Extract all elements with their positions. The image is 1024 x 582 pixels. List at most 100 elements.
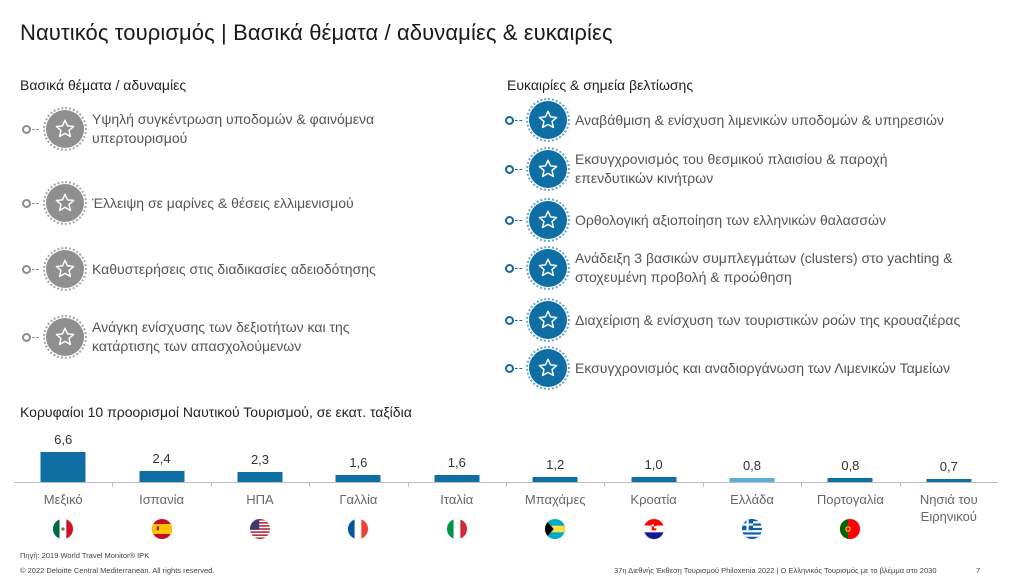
opportunity-item: Εκσυγχρονισμός και αναδιοργάνωση των Λιμ… [505,346,950,390]
bar [729,478,775,482]
axis-tick [506,482,507,487]
connector-icon [505,214,529,226]
item-line-2: επενδυτικών κινήτρων [575,170,714,186]
bar-value-label: 6,6 [54,432,73,447]
bar [335,474,381,482]
bar-chart: 6,6 Μεξικό 2,4 Ισπανία 2,3 ΗΠΑ 1,6 Γαλλία 1,6 Ιτα… [14,425,998,545]
item-text: Καθυστερήσεις στις διαδικασίες αδειοδότη… [92,260,376,279]
axis-tick [604,482,606,487]
item-text: Ανάγκη ενίσχυσης των δεξιοτήτων και της κ… [92,318,350,356]
category-label: Μπαχάμες [524,492,586,507]
bar-value-label: 1,2 [546,456,565,472]
opportunity-item: Εκσυγχρονισμός του θεσμικού πλαισίου & π… [505,147,888,191]
opportunity-item: Ορθολογική αξιοποίηση των ελληνικών θαλα… [505,198,886,242]
connector-icon [505,163,529,175]
star-icon [43,315,87,359]
category-label: ΗΠΑ [246,492,274,507]
event-footer: 37η Διεθνής Έκθεση Τουρισμού Philoxenia … [614,566,937,575]
star-icon [43,247,87,291]
axis-tick [407,482,409,487]
item-line-1: Εκσυγχρονισμός και αναδιοργάνωση των Λιμ… [575,359,951,376]
bar [139,471,185,482]
bahamas-flag-icon [545,519,566,539]
star-icon [526,346,570,390]
bar-value-label: 0,8 [742,458,762,474]
bar-value-label: 0,7 [939,458,958,474]
item-line-1: Ορθολογική αξιοποίηση των ελληνικών θαλα… [575,211,886,228]
star-icon [526,246,570,290]
axis-tick [210,482,212,487]
bar-value-label: 2,4 [152,451,171,467]
category-label: Ισπανία [139,492,184,507]
item-line-1: Ανάγκη ενίσχυσης των δεξιοτήτων και της [92,319,350,335]
item-text: Αναβάθμιση & ενίσχυση λιμενικών υποδομών… [575,111,944,130]
item-line-1: Υψηλή συγκέντρωση υποδομών & φαινόμενα [92,111,375,127]
category-label: Γαλλία [339,492,378,507]
axis-tick [801,482,803,487]
axis-tick [899,482,901,487]
item-line-1: Καθυστερήσεις στις διαδικασίες αδειοδότη… [92,260,376,277]
opportunity-item: Αναβάθμιση & ενίσχυση λιμενικών υποδομών… [505,98,944,142]
bar [827,478,873,482]
item-text: Εκσυγχρονισμός και αναδιοργάνωση των Λιμ… [575,359,950,378]
opportunity-item: Διαχείριση & ενίσχυση των τουριστικών ρο… [505,298,960,342]
connector-icon [22,197,46,209]
source-note: Πηγή: 2019 World Travel Monitor® IPK [20,551,150,560]
copyright-note: © 2022 Deloitte Central Mediterranean. A… [20,566,215,575]
bar [434,474,480,482]
opportunities-heading: Ευκαιρίες & σημεία βελτίωσης [507,77,694,93]
weakness-item: Καθυστερήσεις στις διαδικασίες αδειοδότη… [22,247,376,291]
item-text: Ανάδειξη 3 βασικών συμπλεγμάτων (cluster… [575,249,953,287]
opportunity-item: Ανάδειξη 3 βασικών συμπλεγμάτων (cluster… [505,246,953,290]
mexico-flag-icon [53,519,74,539]
category-label: Ιταλία [440,492,474,507]
connector-icon [22,263,46,275]
portugal-flag-icon [840,519,861,539]
connector-icon [505,262,529,274]
item-text: Διαχείριση & ενίσχυση των τουριστικών ρο… [575,311,960,330]
axis-tick [112,482,114,487]
croatia-flag-icon [643,519,664,539]
italy-flag-icon [446,519,467,539]
axis-tick [702,482,704,487]
greece-flag-icon [741,519,762,539]
connector-icon [505,362,529,374]
spain-flag-icon [151,519,172,539]
connector-icon [505,314,529,326]
item-text: Έλλειψη σε μαρίνες & θέσεις ελλιμενισμού [92,194,354,213]
category-label: Πορτογαλία [816,492,884,507]
weakness-item: Έλλειψη σε μαρίνες & θέσεις ελλιμενισμού [22,181,354,225]
bar [40,452,86,482]
item-line-1: Αναβάθμιση & ενίσχυση λιμενικών υποδομών… [575,111,944,128]
bar [532,476,578,482]
category-label: Μεξικό [43,492,83,507]
item-line-1: Έλλειψη σε μαρίνες & θέσεις ελλιμενισμού [92,194,354,211]
item-line-1: Ανάδειξη 3 βασικών συμπλεγμάτων (cluster… [575,250,953,266]
bar [237,471,283,482]
star-icon [526,98,570,142]
category-label: Κροατία [630,492,677,507]
item-text: Ορθολογική αξιοποίηση των ελληνικών θαλα… [575,211,886,230]
usa-flag-icon [249,519,270,539]
page-title: Ναυτικός τουρισμός | Βασικά θέματα / αδυ… [20,20,613,45]
bar [926,478,972,482]
star-icon [43,107,87,151]
bar-value-label: 2,3 [250,451,270,467]
item-line-2: στοχευμένη προβολή & προώθηση [575,269,792,285]
bar-value-label: 1,6 [447,454,466,470]
bar-value-label: 1,0 [644,457,663,473]
france-flag-icon [348,519,369,539]
connector-icon [22,331,46,343]
item-line-1: Εκσυγχρονισμός του θεσμικού πλαισίου & π… [575,151,888,167]
weakness-item: Ανάγκη ενίσχυσης των δεξιοτήτων και της κ… [22,315,350,359]
category-label: Νησιά του Ειρηνικού [919,492,978,524]
star-icon [526,198,570,242]
bar [631,477,677,482]
item-line-2: κατάρτισης των απασχολούμενων [92,338,302,354]
weakness-item: Υψηλή συγκέντρωση υποδομών & φαινόμενα υπ… [22,107,374,151]
chart-title: Κορυφαίοι 10 προορισμοί Ναυτικού Τουρισμ… [20,404,412,420]
bar-value-label: 1,6 [349,454,368,470]
item-text: Υψηλή συγκέντρωση υποδομών & φαινόμενα υπ… [92,110,374,148]
item-line-1: Διαχείριση & ενίσχυση των τουριστικών ρο… [575,311,961,328]
axis-tick [309,482,311,487]
